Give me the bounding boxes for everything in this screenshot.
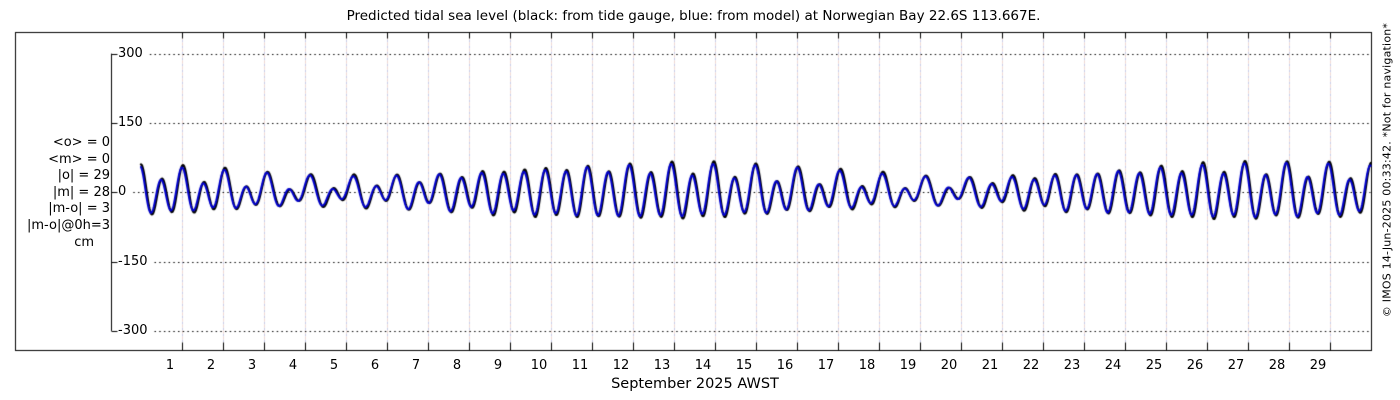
- y-axis-tick-label: -300: [118, 322, 148, 338]
- x-axis-day-label: 1: [165, 358, 175, 373]
- x-axis-day-label: 12: [612, 358, 630, 373]
- x-axis-day-label: 3: [247, 358, 257, 373]
- x-axis-day-label: 19: [899, 358, 917, 373]
- x-axis-day-label: 28: [1268, 358, 1286, 373]
- x-axis-day-label: 24: [1104, 358, 1122, 373]
- x-axis-day-label: 4: [288, 358, 298, 373]
- x-axis-label: September 2025 AWST: [611, 376, 779, 392]
- x-axis-day-label: 10: [530, 358, 548, 373]
- x-axis-day-label: 15: [735, 358, 753, 373]
- x-axis-day-label: 26: [1186, 358, 1204, 373]
- stat-line: |m-o|@0h=3: [27, 217, 110, 233]
- x-axis-day-label: 5: [329, 358, 339, 373]
- stat-line: |m| = 28: [52, 184, 110, 200]
- stats-panel: <o> = 0 <m> = 0 |o| = 29 |m| = 28 |m-o| = 3 |…: [0, 135, 110, 251]
- y-axis-tick-label: 300: [118, 45, 143, 61]
- x-axis-day-label: 8: [452, 358, 462, 373]
- stat-line: <m> = 0: [48, 151, 110, 167]
- x-axis-day-label: 21: [981, 358, 999, 373]
- x-axis-day-label: 20: [940, 358, 958, 373]
- x-axis-day-label: 27: [1227, 358, 1245, 373]
- x-axis-day-label: 23: [1063, 358, 1081, 373]
- y-axis-tick-label: 150: [118, 114, 143, 130]
- stat-line: |m-o| = 3: [48, 201, 110, 217]
- x-axis-day-label: 7: [411, 358, 421, 373]
- chart-title: Predicted tidal sea level (black: from t…: [346, 8, 1041, 24]
- x-axis-day-label: 6: [370, 358, 380, 373]
- x-axis-day-label: 16: [776, 358, 794, 373]
- stat-line: |o| = 29: [57, 168, 110, 184]
- stat-line: <o> = 0: [52, 135, 110, 150]
- stat-unit-label: cm: [74, 234, 94, 250]
- x-axis-day-label: 2: [206, 358, 216, 373]
- y-axis-tick-label: 0: [118, 184, 127, 200]
- x-axis-day-label: 14: [694, 358, 712, 373]
- x-axis-day-label: 13: [653, 358, 671, 373]
- x-axis-day-label: 25: [1145, 358, 1163, 373]
- plot-area: [15, 32, 1372, 351]
- x-axis-day-label: 22: [1022, 358, 1040, 373]
- x-axis-day-label: 17: [817, 358, 835, 373]
- copyright-watermark: © IMOS 14-Jun-2025 00:33:42. *Not for na…: [1380, 22, 1394, 318]
- x-axis-day-label: 9: [493, 358, 503, 373]
- x-axis-day-label: 29: [1309, 358, 1327, 373]
- x-axis-day-label: 18: [858, 358, 876, 373]
- y-axis-tick-label: -150: [118, 253, 148, 269]
- x-axis-day-label: 11: [571, 358, 589, 373]
